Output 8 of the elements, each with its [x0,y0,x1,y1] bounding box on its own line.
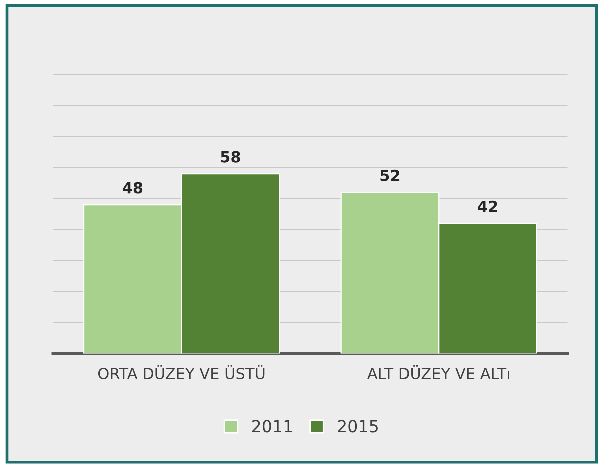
legend-label: 2015 [338,420,378,433]
data-label: 52 [380,170,400,182]
x-tick-label: ORTA DÜZEY VE ÜSTÜ [98,365,265,380]
data-label: 58 [221,151,240,163]
legend-label: 2011 [252,420,292,433]
data-label: 42 [478,200,498,212]
x-tick-label: ALT DÜZEY VE ALTı [368,365,510,380]
data-label: 48 [122,182,143,194]
